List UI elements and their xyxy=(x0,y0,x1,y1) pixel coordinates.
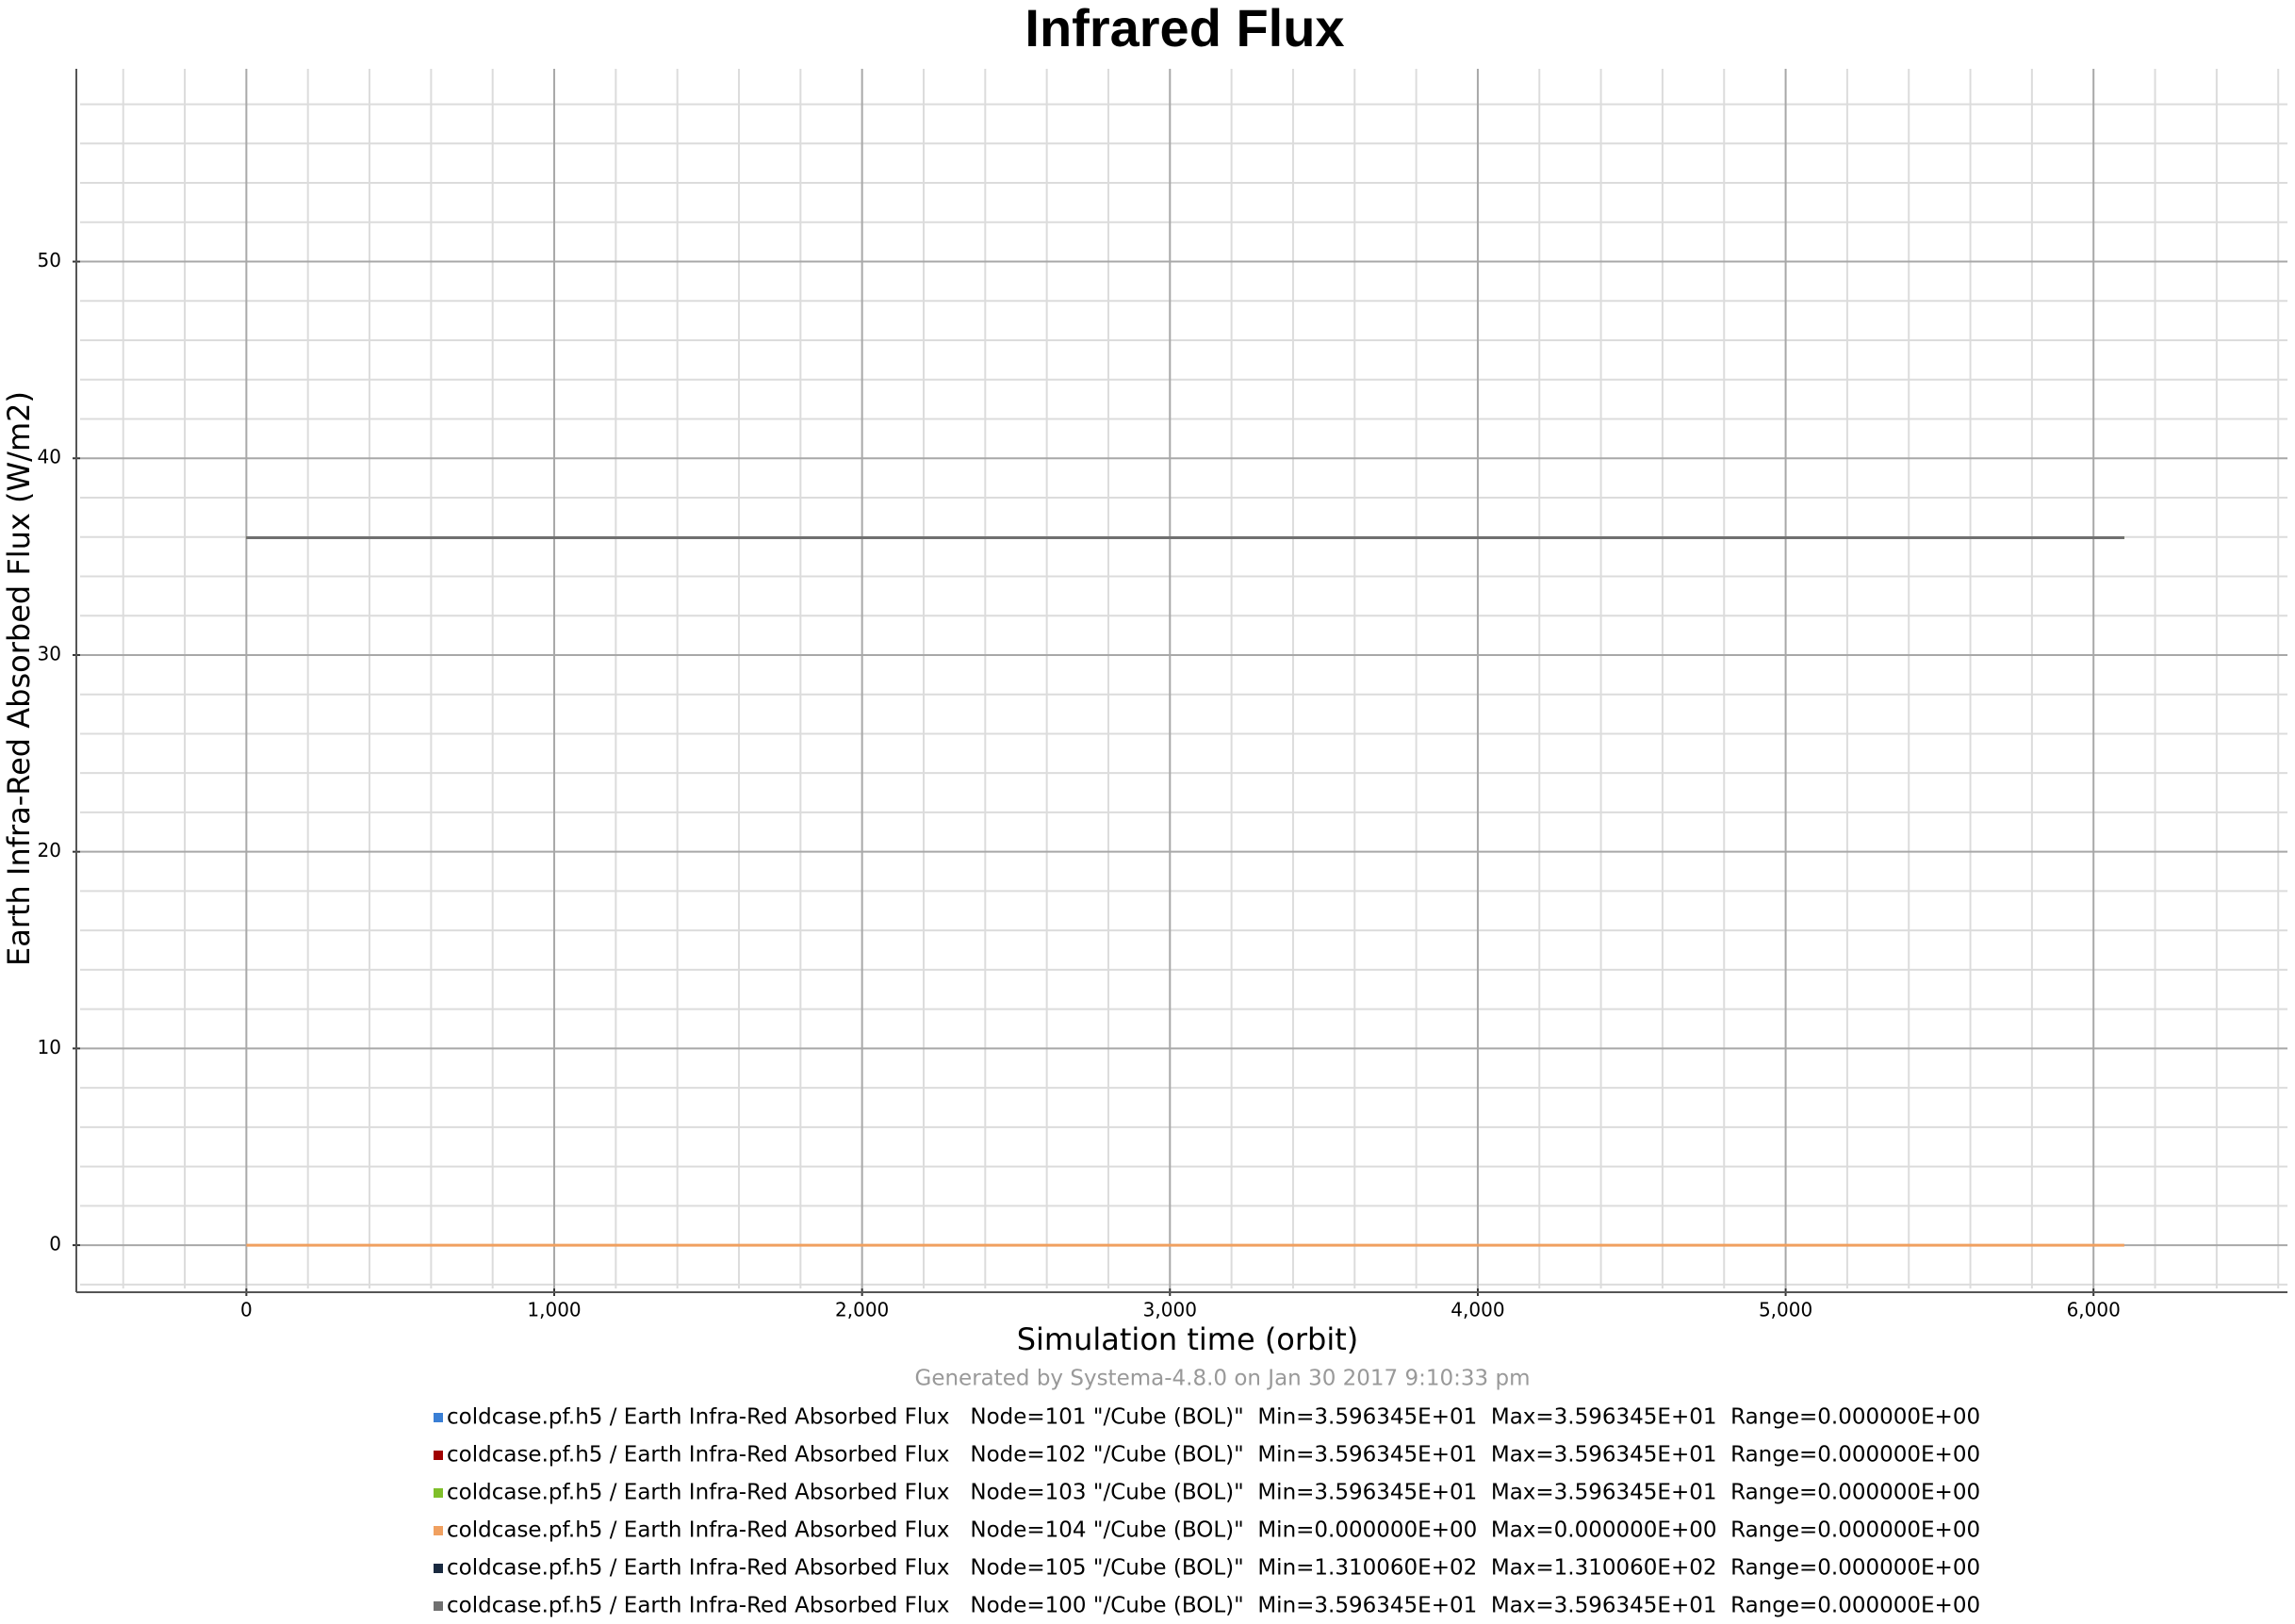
x-axis-label: Simulation time (orbit) xyxy=(1017,1321,1359,1357)
y-axis-label: Earth Infra-Red Absorbed Flux (W/m2) xyxy=(1,391,37,966)
legend-swatch xyxy=(434,1601,443,1611)
x-tick-label: 3,000 xyxy=(1143,1299,1197,1321)
legend-swatch xyxy=(434,1451,443,1460)
y-tick-label: 10 xyxy=(38,1036,61,1058)
plot-area xyxy=(246,535,2124,1247)
legend-label: coldcase.pf.h5 / Earth Infra-Red Absorbe… xyxy=(447,1594,1980,1618)
chart-title: Infrared Flux xyxy=(1025,0,1344,57)
subtitle: Generated by Systema-4.8.0 on Jan 30 201… xyxy=(915,1367,1531,1391)
legend-swatch xyxy=(434,1488,443,1498)
y-tick-label: 20 xyxy=(38,839,61,861)
x-tick-label: 1,000 xyxy=(527,1299,581,1321)
y-tick-label: 0 xyxy=(49,1233,61,1255)
x-tick-label: 4,000 xyxy=(1451,1299,1504,1321)
legend-label: coldcase.pf.h5 / Earth Infra-Red Absorbe… xyxy=(447,1556,1980,1581)
legend-swatch xyxy=(434,1564,443,1573)
x-tick-label: 5,000 xyxy=(1759,1299,1812,1321)
y-tick-label: 30 xyxy=(38,642,61,664)
x-tick-label: 6,000 xyxy=(2067,1299,2121,1321)
y-tick-label: 40 xyxy=(38,446,61,468)
y-tick-label: 50 xyxy=(38,249,61,271)
legend-label: coldcase.pf.h5 / Earth Infra-Red Absorbe… xyxy=(447,1405,1980,1430)
legend-label: coldcase.pf.h5 / Earth Infra-Red Absorbe… xyxy=(447,1518,1980,1543)
legend-swatch xyxy=(434,1413,443,1422)
x-tick-label: 2,000 xyxy=(835,1299,889,1321)
legend-swatch xyxy=(434,1526,443,1535)
x-tick-label: 0 xyxy=(240,1299,253,1321)
legend-label: coldcase.pf.h5 / Earth Infra-Red Absorbe… xyxy=(447,1481,1980,1505)
legend-label: coldcase.pf.h5 / Earth Infra-Red Absorbe… xyxy=(447,1443,1980,1468)
